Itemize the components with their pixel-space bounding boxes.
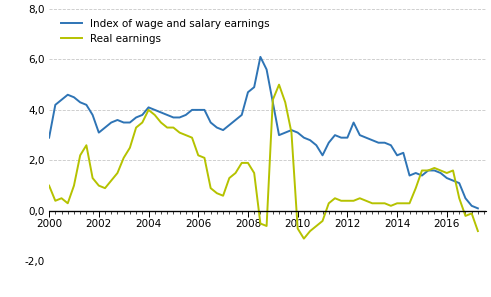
Index of wage and salary earnings <box>257 55 263 59</box>
Line: Real earnings: Real earnings <box>49 85 478 239</box>
Index of wage and salary earnings <box>475 207 481 210</box>
Index of wage and salary earnings <box>102 126 108 129</box>
Index of wage and salary earnings <box>46 136 52 140</box>
Real earnings <box>425 169 431 172</box>
Index of wage and salary earnings <box>413 171 419 175</box>
Real earnings <box>289 131 295 134</box>
Real earnings <box>102 187 108 190</box>
Real earnings <box>226 176 232 180</box>
Real earnings <box>146 108 152 112</box>
Index of wage and salary earnings <box>289 128 295 132</box>
Index of wage and salary earnings <box>419 174 425 177</box>
Real earnings <box>46 184 52 187</box>
Real earnings <box>301 237 307 241</box>
Legend: Index of wage and salary earnings, Real earnings: Index of wage and salary earnings, Real … <box>59 17 272 46</box>
Index of wage and salary earnings <box>177 116 183 119</box>
Real earnings <box>276 83 282 86</box>
Real earnings <box>177 131 183 134</box>
Index of wage and salary earnings <box>146 106 152 109</box>
Line: Index of wage and salary earnings: Index of wage and salary earnings <box>49 57 478 208</box>
Real earnings <box>475 229 481 233</box>
